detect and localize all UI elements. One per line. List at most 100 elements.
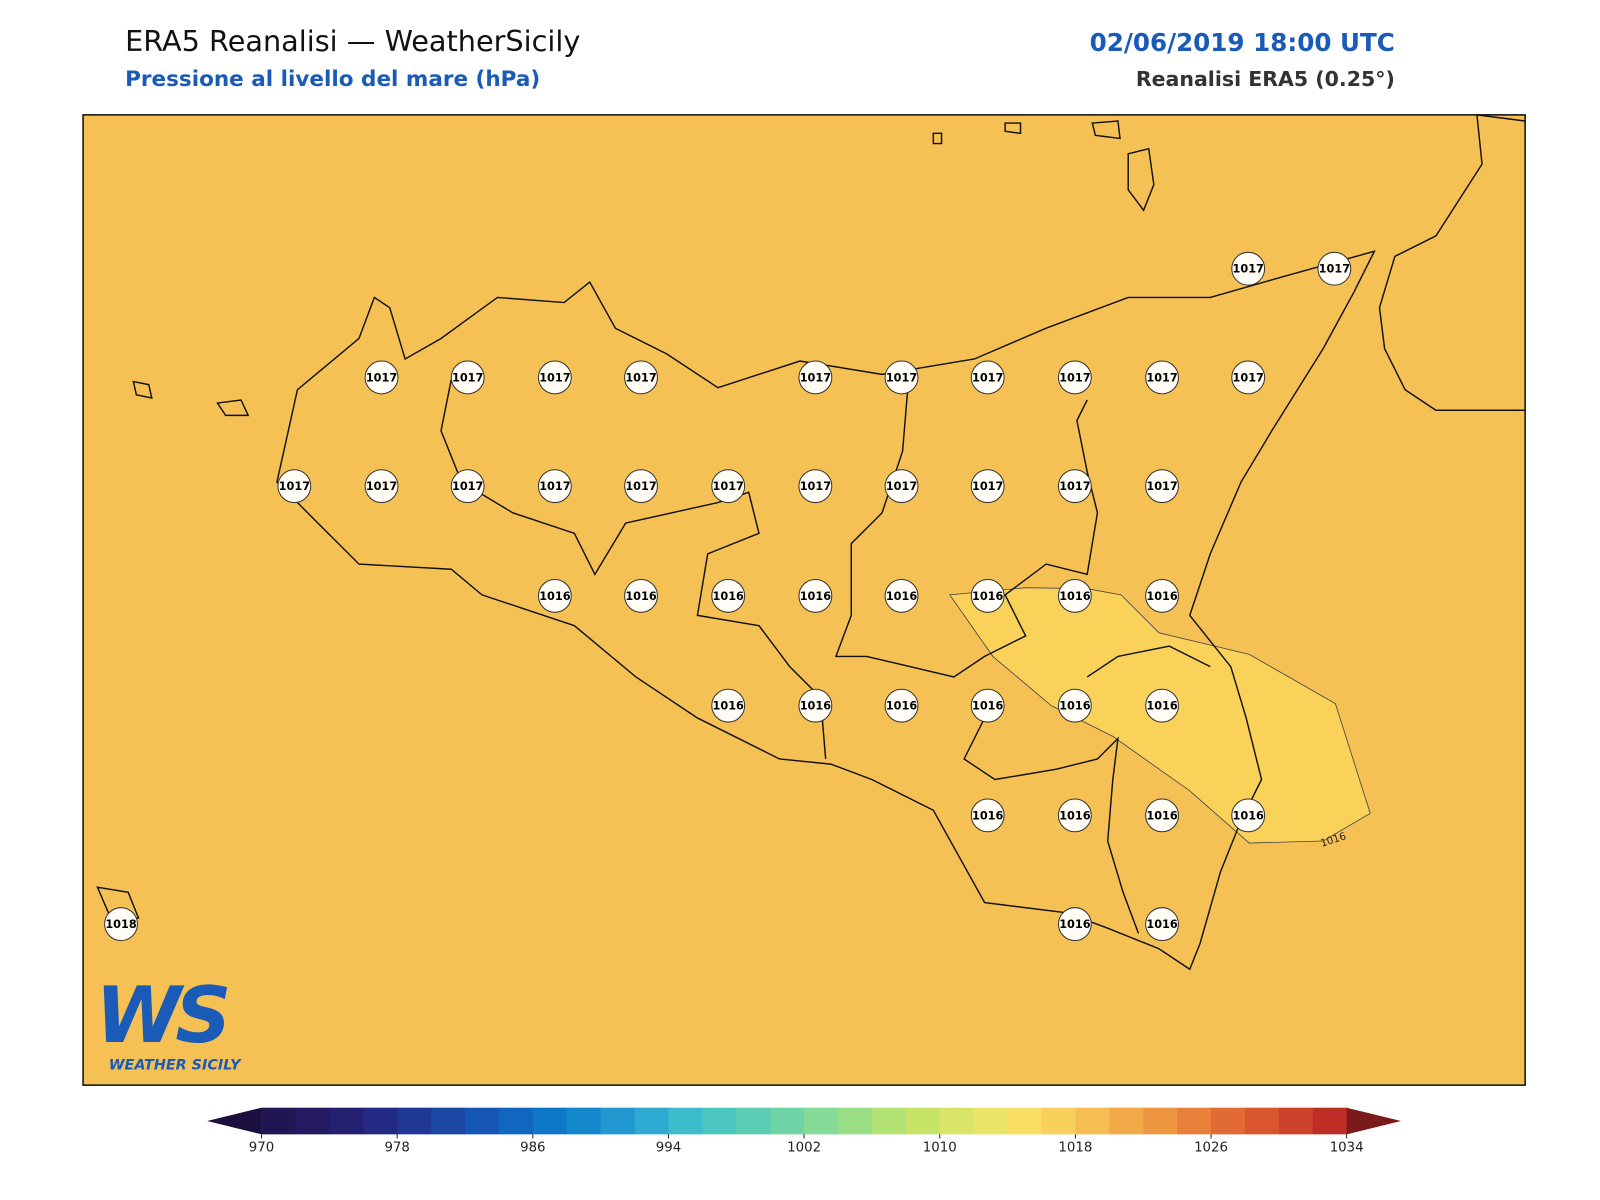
station-value: 1016 xyxy=(1146,809,1178,822)
colorbar-bin xyxy=(702,1107,737,1135)
station-marker xyxy=(884,360,919,395)
colorbar-bin xyxy=(668,1107,703,1135)
logo-name: WEATHER SICILY xyxy=(109,1058,242,1074)
station-value: 1016 xyxy=(886,590,918,603)
colorbar-tick-label: 1026 xyxy=(1194,1141,1228,1156)
station-marker xyxy=(1057,360,1092,395)
station-value: 1016 xyxy=(1059,590,1091,603)
station-marker xyxy=(1057,907,1092,942)
station-value: 1017 xyxy=(886,480,917,493)
colorbar-bin xyxy=(905,1107,941,1135)
station-value: 1016 xyxy=(972,590,1004,603)
colorbar-tick-label: 1034 xyxy=(1330,1141,1364,1156)
station-marker xyxy=(537,469,572,504)
station-marker xyxy=(1145,360,1179,395)
station-marker xyxy=(1145,578,1179,613)
station-marker xyxy=(450,360,485,395)
subtitle: Pressione al livello del mare (hPa) xyxy=(125,67,540,92)
station-marker xyxy=(624,469,658,504)
colorbar-bin xyxy=(736,1107,771,1135)
station-value: 1016 xyxy=(972,809,1004,822)
station-marker xyxy=(970,688,1005,723)
colorbar-tick-label: 1018 xyxy=(1058,1141,1092,1156)
colorbar-bin xyxy=(939,1107,975,1135)
colorbar-bin xyxy=(363,1107,398,1135)
station-value: 1016 xyxy=(1146,590,1178,603)
station-value: 1017 xyxy=(366,480,397,493)
station-value: 1017 xyxy=(539,480,570,493)
colorbar-bin xyxy=(1278,1107,1314,1135)
colorbar-bin xyxy=(770,1107,805,1135)
station-marker xyxy=(970,798,1005,833)
station-value: 1016 xyxy=(1146,918,1178,931)
station-value: 1017 xyxy=(539,371,570,384)
colorbar-tick-label: 1010 xyxy=(923,1141,957,1156)
station-marker xyxy=(624,578,658,613)
station-marker xyxy=(970,578,1005,613)
colorbar: 970 978 986 994 1002 1010 1018 1026 1034 xyxy=(207,1107,1402,1156)
station-value: 1016 xyxy=(713,590,745,603)
colorbar-under xyxy=(207,1107,262,1135)
station-value: 1018 xyxy=(105,918,137,931)
colorbar-bin xyxy=(1312,1107,1348,1135)
title: ERA5 Reanalisi — WeatherSicily xyxy=(125,24,580,58)
station-value: 1017 xyxy=(886,371,917,384)
station-marker xyxy=(970,360,1005,395)
station-marker xyxy=(364,469,399,504)
station-marker xyxy=(450,469,485,504)
colorbar-bin xyxy=(1041,1107,1076,1135)
station-marker xyxy=(1145,798,1179,833)
station-value: 1017 xyxy=(972,371,1003,384)
colorbar-bin xyxy=(498,1107,534,1135)
colorbar-tick-label: 986 xyxy=(520,1141,545,1156)
colorbar-bin xyxy=(532,1107,568,1135)
station-value: 1016 xyxy=(1059,700,1091,713)
station-marker xyxy=(1145,688,1179,723)
station-labels: 1017 1017 1017 1017 1017 1017 1017 1017 1017 1017… xyxy=(104,251,1352,942)
station-marker xyxy=(1145,469,1179,504)
station-marker xyxy=(1057,578,1092,613)
station-marker xyxy=(711,578,746,613)
colorbar-bin xyxy=(838,1107,873,1135)
colorbar-bin xyxy=(634,1107,669,1135)
station-value: 1017 xyxy=(800,480,831,493)
station-value: 1017 xyxy=(1146,371,1177,384)
station-marker xyxy=(798,578,833,613)
colorbar-tick-label: 1002 xyxy=(787,1141,821,1156)
station-value: 1016 xyxy=(1059,918,1091,931)
colorbar-bin xyxy=(1075,1107,1110,1135)
station-marker xyxy=(1231,798,1266,833)
station-marker xyxy=(798,469,833,504)
colorbar-bin xyxy=(566,1107,602,1135)
colorbar-bin xyxy=(871,1107,907,1135)
station-marker xyxy=(711,688,746,723)
station-value: 1017 xyxy=(279,480,310,493)
colorbar-bin xyxy=(600,1107,636,1135)
station-marker xyxy=(1317,251,1352,286)
colorbar-tick-label: 970 xyxy=(249,1141,274,1156)
station-value: 1017 xyxy=(1059,371,1090,384)
station-value: 1016 xyxy=(972,700,1004,713)
colorbar-bin xyxy=(465,1107,500,1135)
station-marker xyxy=(884,469,919,504)
station-value: 1017 xyxy=(625,480,656,493)
station-value: 1016 xyxy=(539,590,571,603)
station-marker xyxy=(884,688,919,723)
logo-mark: WS xyxy=(95,971,227,1061)
source: Reanalisi ERA5 (0.25°) xyxy=(1136,67,1395,91)
station-value: 1017 xyxy=(800,371,831,384)
station-value: 1017 xyxy=(713,480,744,493)
station-marker xyxy=(970,469,1005,504)
station-value: 1016 xyxy=(800,590,832,603)
station-value: 1017 xyxy=(1319,263,1350,276)
station-marker xyxy=(1231,251,1266,286)
station-marker xyxy=(624,360,658,395)
station-marker xyxy=(1057,798,1092,833)
station-marker xyxy=(537,360,572,395)
station-marker xyxy=(711,469,746,504)
station-value: 1017 xyxy=(625,371,656,384)
station-marker xyxy=(798,688,833,723)
colorbar-bin xyxy=(1211,1107,1246,1135)
colorbar-bin xyxy=(329,1107,364,1135)
